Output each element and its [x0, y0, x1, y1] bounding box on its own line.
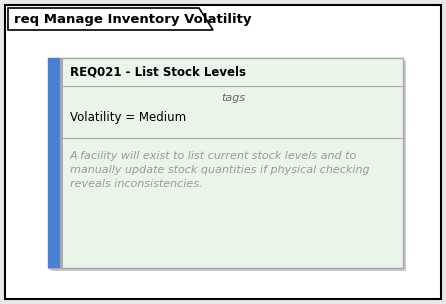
Text: reveals inconsistencies.: reveals inconsistencies.	[70, 179, 202, 189]
Text: manually update stock quantities if physical checking: manually update stock quantities if phys…	[70, 165, 370, 175]
Polygon shape	[8, 8, 213, 30]
Text: req Manage Inventory Volatility: req Manage Inventory Volatility	[14, 12, 252, 26]
Bar	[48, 58, 60, 268]
Text: tags: tags	[221, 93, 245, 103]
Bar	[60, 58, 63, 268]
Bar	[48, 58, 403, 268]
Bar	[51, 61, 406, 271]
Text: REQ021 - List Stock Levels: REQ021 - List Stock Levels	[70, 65, 246, 78]
Bar	[48, 58, 403, 268]
Text: A facility will exist to list current stock levels and to: A facility will exist to list current st…	[70, 151, 357, 161]
Text: Volatility = Medium: Volatility = Medium	[70, 112, 186, 125]
